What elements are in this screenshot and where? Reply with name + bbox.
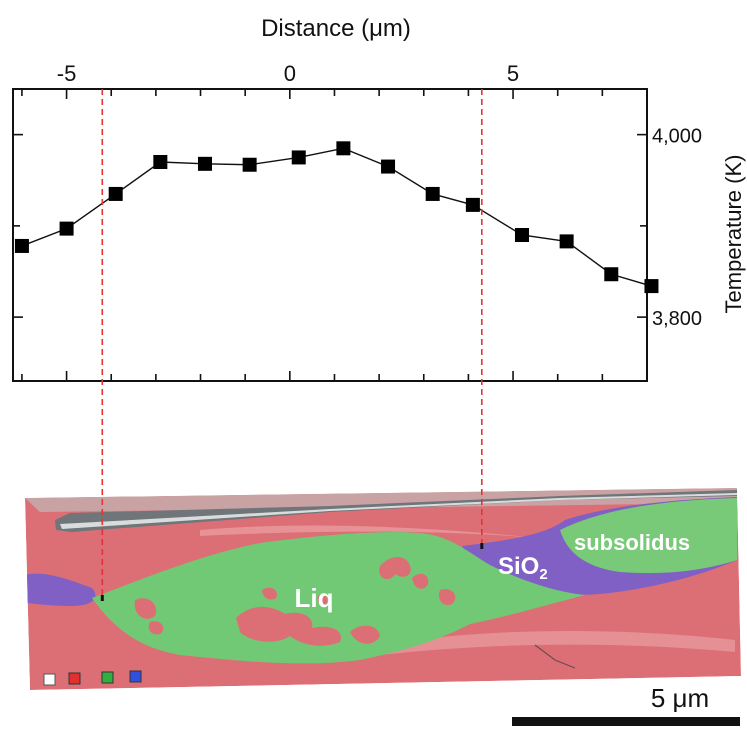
series-layer <box>14 141 659 294</box>
x-tick-label: -5 <box>57 61 77 86</box>
melt-inclusion <box>438 589 456 606</box>
data-point <box>108 186 123 201</box>
data-point <box>514 228 529 242</box>
data-point <box>381 159 396 174</box>
y-axis-ticks: 3,800 4,000 <box>13 126 702 330</box>
channel-icon-red <box>68 672 81 685</box>
melt-inclusion <box>236 606 341 646</box>
data-point <box>465 197 480 212</box>
scale-bar <box>512 717 740 726</box>
channel-icon-se <box>43 673 56 686</box>
data-point <box>644 279 659 294</box>
data-point <box>425 186 440 201</box>
data-point <box>559 234 574 249</box>
data-point <box>153 155 168 169</box>
sio2-label-subscript: 2 <box>539 566 547 583</box>
y-tick-label: 3,800 <box>652 308 702 330</box>
matrix-streak-2 <box>380 630 735 655</box>
scale-bar-label: 5 μm <box>651 683 709 713</box>
channel-icon-green <box>101 671 114 684</box>
guide-line-marker <box>480 543 484 549</box>
crack <box>534 644 576 669</box>
x-axis-title: Distance (μm) <box>261 15 411 42</box>
micrograph-image <box>25 488 741 690</box>
temperature-chart: Distance (μm) -5 0 5 3,800 4,000 Temperatur… <box>12 15 746 382</box>
sio2-label-main: SiO <box>498 553 539 580</box>
sio2-region-left <box>25 573 96 606</box>
melt-inclusion <box>412 573 429 589</box>
melt-inclusion <box>148 621 164 635</box>
channel-icons <box>43 670 142 686</box>
upper-band <box>25 488 737 512</box>
melt-inclusion <box>262 587 277 600</box>
data-point <box>604 267 619 282</box>
liq-label: Liq <box>295 583 334 613</box>
data-point <box>336 141 351 156</box>
melt-inclusion <box>350 625 380 644</box>
data-point <box>14 238 29 253</box>
data-point <box>59 221 74 236</box>
data-point <box>291 150 306 165</box>
y-tick-label: 4,000 <box>652 126 702 148</box>
matrix-streak <box>200 525 560 540</box>
channel-icon-blue <box>129 670 142 683</box>
guide-line-marker <box>100 595 104 601</box>
data-point <box>197 156 212 171</box>
x-tick-label: 5 <box>507 61 519 86</box>
x-tick-label: 0 <box>284 61 296 86</box>
guide-lines <box>100 89 484 601</box>
melt-inclusion <box>134 598 157 619</box>
melt-inclusion <box>379 556 411 580</box>
grey-inclusion-highlight <box>60 493 737 529</box>
melt-inclusion <box>317 594 328 605</box>
melt-region <box>92 532 585 664</box>
plot-frame <box>12 88 648 382</box>
data-point <box>242 157 257 172</box>
sio2-label: SiO2 <box>498 553 548 583</box>
series-line <box>21 147 652 287</box>
subsolidus-region <box>560 498 737 574</box>
subsolidus-label: subsolidus <box>574 530 690 555</box>
grey-inclusion <box>55 490 737 532</box>
x-axis-ticks: -5 0 5 <box>21 61 648 381</box>
y-axis-title: Temperature (K) <box>721 155 746 314</box>
